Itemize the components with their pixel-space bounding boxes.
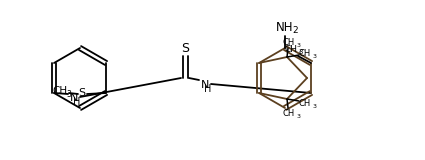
- Text: H: H: [204, 84, 212, 94]
- Text: CH: CH: [52, 86, 68, 96]
- Text: 3: 3: [296, 43, 300, 48]
- Text: 3: 3: [296, 115, 300, 120]
- Text: 3: 3: [67, 89, 71, 99]
- Text: CH: CH: [283, 109, 295, 119]
- Text: CH: CH: [283, 37, 295, 47]
- Text: 3: 3: [299, 49, 303, 55]
- Text: 3: 3: [312, 53, 316, 59]
- Text: S: S: [79, 88, 85, 98]
- Text: CH: CH: [299, 48, 311, 57]
- Text: N: N: [70, 93, 78, 103]
- Text: S: S: [181, 41, 189, 55]
- Text: 3: 3: [312, 104, 316, 108]
- Text: N: N: [201, 80, 209, 90]
- Text: NH: NH: [276, 20, 294, 33]
- Text: CH: CH: [284, 44, 297, 53]
- Text: 2: 2: [292, 25, 298, 35]
- Text: H: H: [74, 97, 81, 107]
- Text: CH: CH: [299, 99, 311, 108]
